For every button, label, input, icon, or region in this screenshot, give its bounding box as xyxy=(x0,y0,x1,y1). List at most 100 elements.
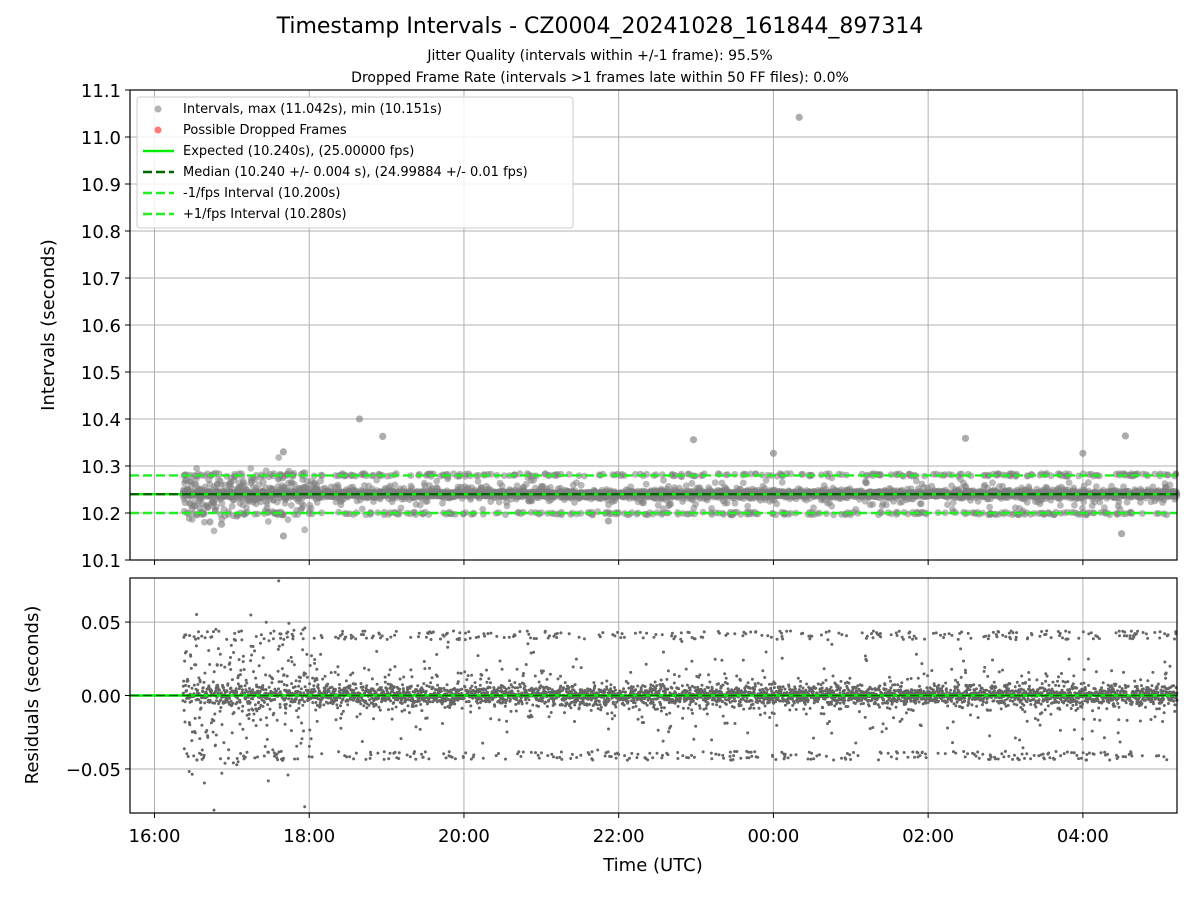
residual-point xyxy=(210,689,214,693)
interval-point xyxy=(318,472,326,480)
residual-point xyxy=(198,737,202,741)
interval-outlier-point xyxy=(379,432,387,440)
interval-point xyxy=(773,500,781,508)
residual-point xyxy=(205,630,209,634)
interval-point xyxy=(688,479,696,487)
residual-point xyxy=(184,683,188,687)
residual-point xyxy=(213,701,217,705)
interval-point xyxy=(358,505,366,513)
residual-point xyxy=(190,699,193,703)
residual-point xyxy=(190,686,194,690)
interval-point xyxy=(300,502,307,509)
interval-point xyxy=(264,518,272,525)
residual-point xyxy=(203,671,207,675)
interval-point xyxy=(369,471,377,479)
interval-point xyxy=(1065,479,1073,486)
residual-point xyxy=(184,650,188,654)
interval-outlier-point xyxy=(1121,432,1129,440)
interval-point xyxy=(228,502,236,510)
residual-point xyxy=(203,701,207,705)
residual-point xyxy=(219,663,223,667)
residual-point xyxy=(215,663,219,667)
interval-point xyxy=(869,501,877,508)
interval-point xyxy=(503,502,511,510)
residual-point xyxy=(197,630,200,634)
residual-point xyxy=(183,659,187,663)
residual-point xyxy=(202,753,206,757)
residual-point xyxy=(200,748,204,752)
interval-point xyxy=(210,527,218,535)
residual-point xyxy=(193,716,197,720)
interval-point xyxy=(247,465,255,472)
interval-point xyxy=(810,504,817,512)
interval-point xyxy=(1085,479,1092,486)
interval-outlier-point xyxy=(961,434,970,442)
residual-point xyxy=(226,756,230,760)
residual-point xyxy=(200,634,204,638)
residual-point xyxy=(208,663,212,666)
residual-point xyxy=(225,637,229,641)
interval-point xyxy=(828,502,836,510)
interval-point xyxy=(301,526,309,534)
chart-title: Timestamp Intervals - CZ0004_20241028_16… xyxy=(276,14,924,39)
residual-point xyxy=(185,752,189,756)
residual-point xyxy=(189,654,193,658)
interval-point xyxy=(201,518,208,526)
residual-point xyxy=(194,637,198,641)
residual-point xyxy=(199,700,203,704)
residual-point xyxy=(182,679,186,683)
interval-point xyxy=(193,464,201,472)
interval-outlier-point xyxy=(279,448,287,456)
residual-point xyxy=(188,723,192,727)
residual-point xyxy=(211,730,215,734)
interval-point xyxy=(1080,498,1088,506)
residual-point xyxy=(228,661,232,665)
residual-point xyxy=(232,651,236,654)
interval-point xyxy=(218,500,226,507)
residual-point xyxy=(231,701,235,705)
residual-point xyxy=(183,700,187,704)
interval-point xyxy=(212,503,220,511)
interval-point xyxy=(1093,483,1100,490)
residual-point xyxy=(192,683,196,687)
residual-point xyxy=(208,698,212,702)
residual-point xyxy=(213,712,217,716)
residual-point xyxy=(202,680,206,684)
residual-point xyxy=(188,634,192,637)
interval-outlier-point xyxy=(604,517,613,525)
residual-point xyxy=(229,686,233,690)
residual-point xyxy=(227,748,231,752)
interval-point xyxy=(692,500,700,508)
residual-point xyxy=(196,683,200,686)
interval-point xyxy=(307,504,315,512)
interval-point xyxy=(723,499,731,507)
residual-point xyxy=(189,666,193,670)
residual-point xyxy=(229,643,233,647)
residual-point xyxy=(230,731,234,735)
dropped-frame-subtitle: Dropped Frame Rate (intervals >1 frames … xyxy=(351,70,849,86)
residual-point xyxy=(206,735,210,739)
interval-outlier-point xyxy=(355,415,364,423)
interval-outlier-point xyxy=(769,449,778,457)
interval-outlier-point xyxy=(1118,530,1126,538)
residual-point xyxy=(196,636,200,640)
interval-point xyxy=(989,479,996,487)
residual-point xyxy=(209,721,213,725)
residual-point xyxy=(194,644,198,648)
interval-point xyxy=(291,481,298,488)
residual-point xyxy=(184,633,188,637)
residual-point xyxy=(207,649,211,652)
residual-point xyxy=(218,652,222,656)
interval-point xyxy=(215,470,223,478)
residual-point xyxy=(186,679,190,683)
residual-point xyxy=(190,739,194,743)
residual-point xyxy=(182,747,186,751)
interval-outlier-point xyxy=(279,532,287,540)
interval-point xyxy=(667,500,675,508)
residual-point xyxy=(212,630,215,634)
residual-point xyxy=(187,770,191,773)
interval-outlier-point xyxy=(206,518,214,526)
residual-point xyxy=(216,683,220,687)
interval-point xyxy=(1166,481,1174,489)
interval-point xyxy=(660,476,667,484)
